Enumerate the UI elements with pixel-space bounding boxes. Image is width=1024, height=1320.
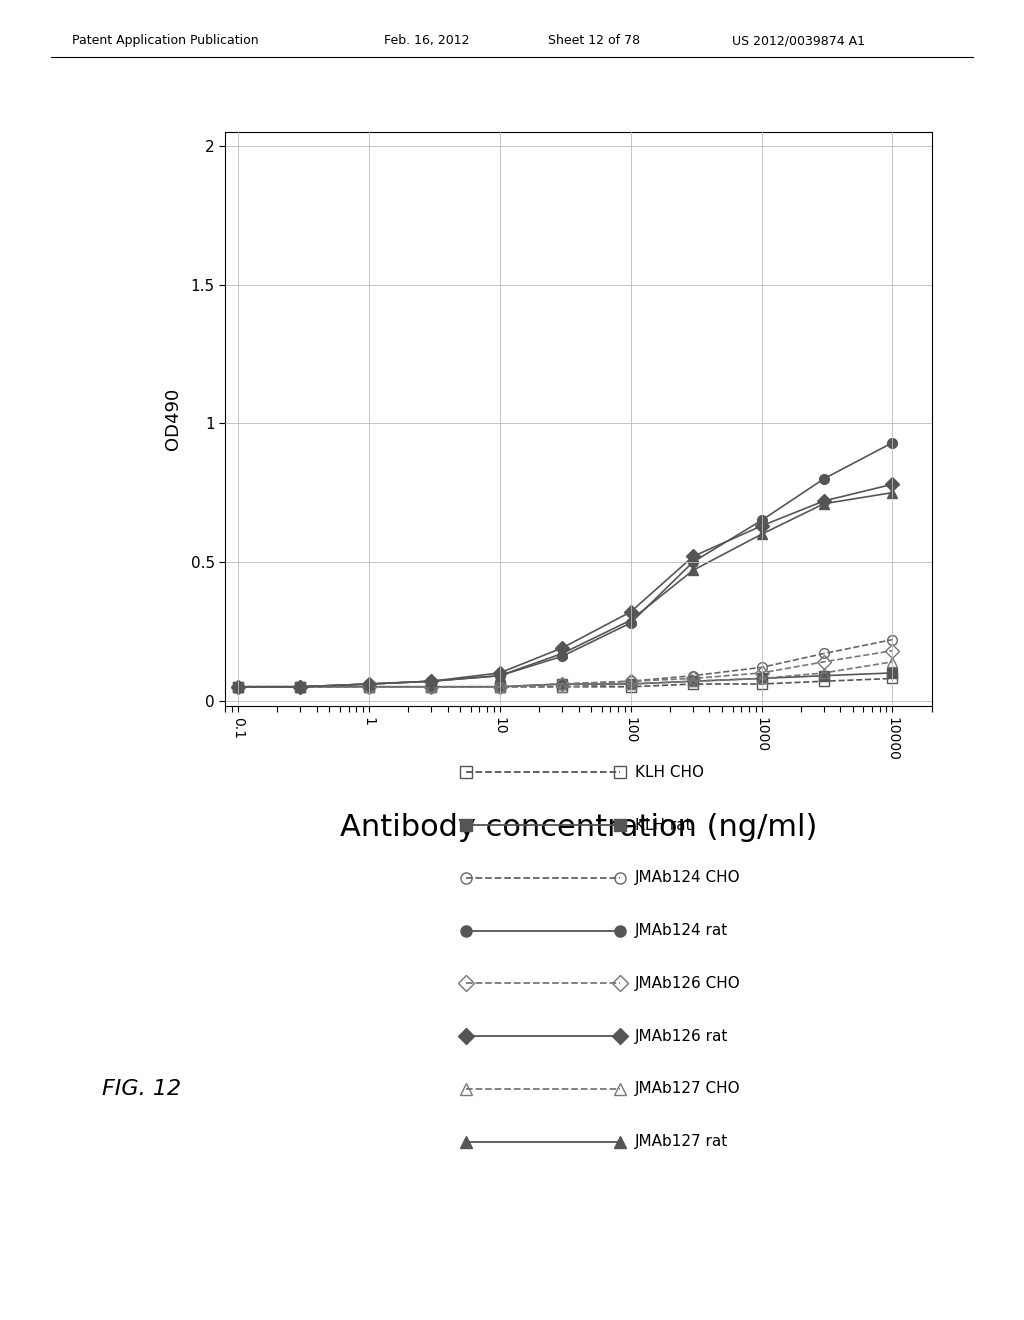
X-axis label: Antibody concentration (ng/ml): Antibody concentration (ng/ml) xyxy=(340,813,817,842)
Text: JMAb127 CHO: JMAb127 CHO xyxy=(635,1081,740,1097)
Text: KLH CHO: KLH CHO xyxy=(635,764,703,780)
Text: JMAb127 rat: JMAb127 rat xyxy=(635,1134,728,1150)
Y-axis label: OD490: OD490 xyxy=(165,388,182,450)
Text: Feb. 16, 2012: Feb. 16, 2012 xyxy=(384,34,469,48)
Text: KLH rat: KLH rat xyxy=(635,817,691,833)
Text: FIG. 12: FIG. 12 xyxy=(102,1078,181,1100)
Text: JMAb126 rat: JMAb126 rat xyxy=(635,1028,728,1044)
Text: Patent Application Publication: Patent Application Publication xyxy=(72,34,258,48)
Text: JMAb124 CHO: JMAb124 CHO xyxy=(635,870,740,886)
Text: JMAb124 rat: JMAb124 rat xyxy=(635,923,728,939)
Text: JMAb126 CHO: JMAb126 CHO xyxy=(635,975,740,991)
Text: Sheet 12 of 78: Sheet 12 of 78 xyxy=(548,34,640,48)
Text: US 2012/0039874 A1: US 2012/0039874 A1 xyxy=(732,34,865,48)
